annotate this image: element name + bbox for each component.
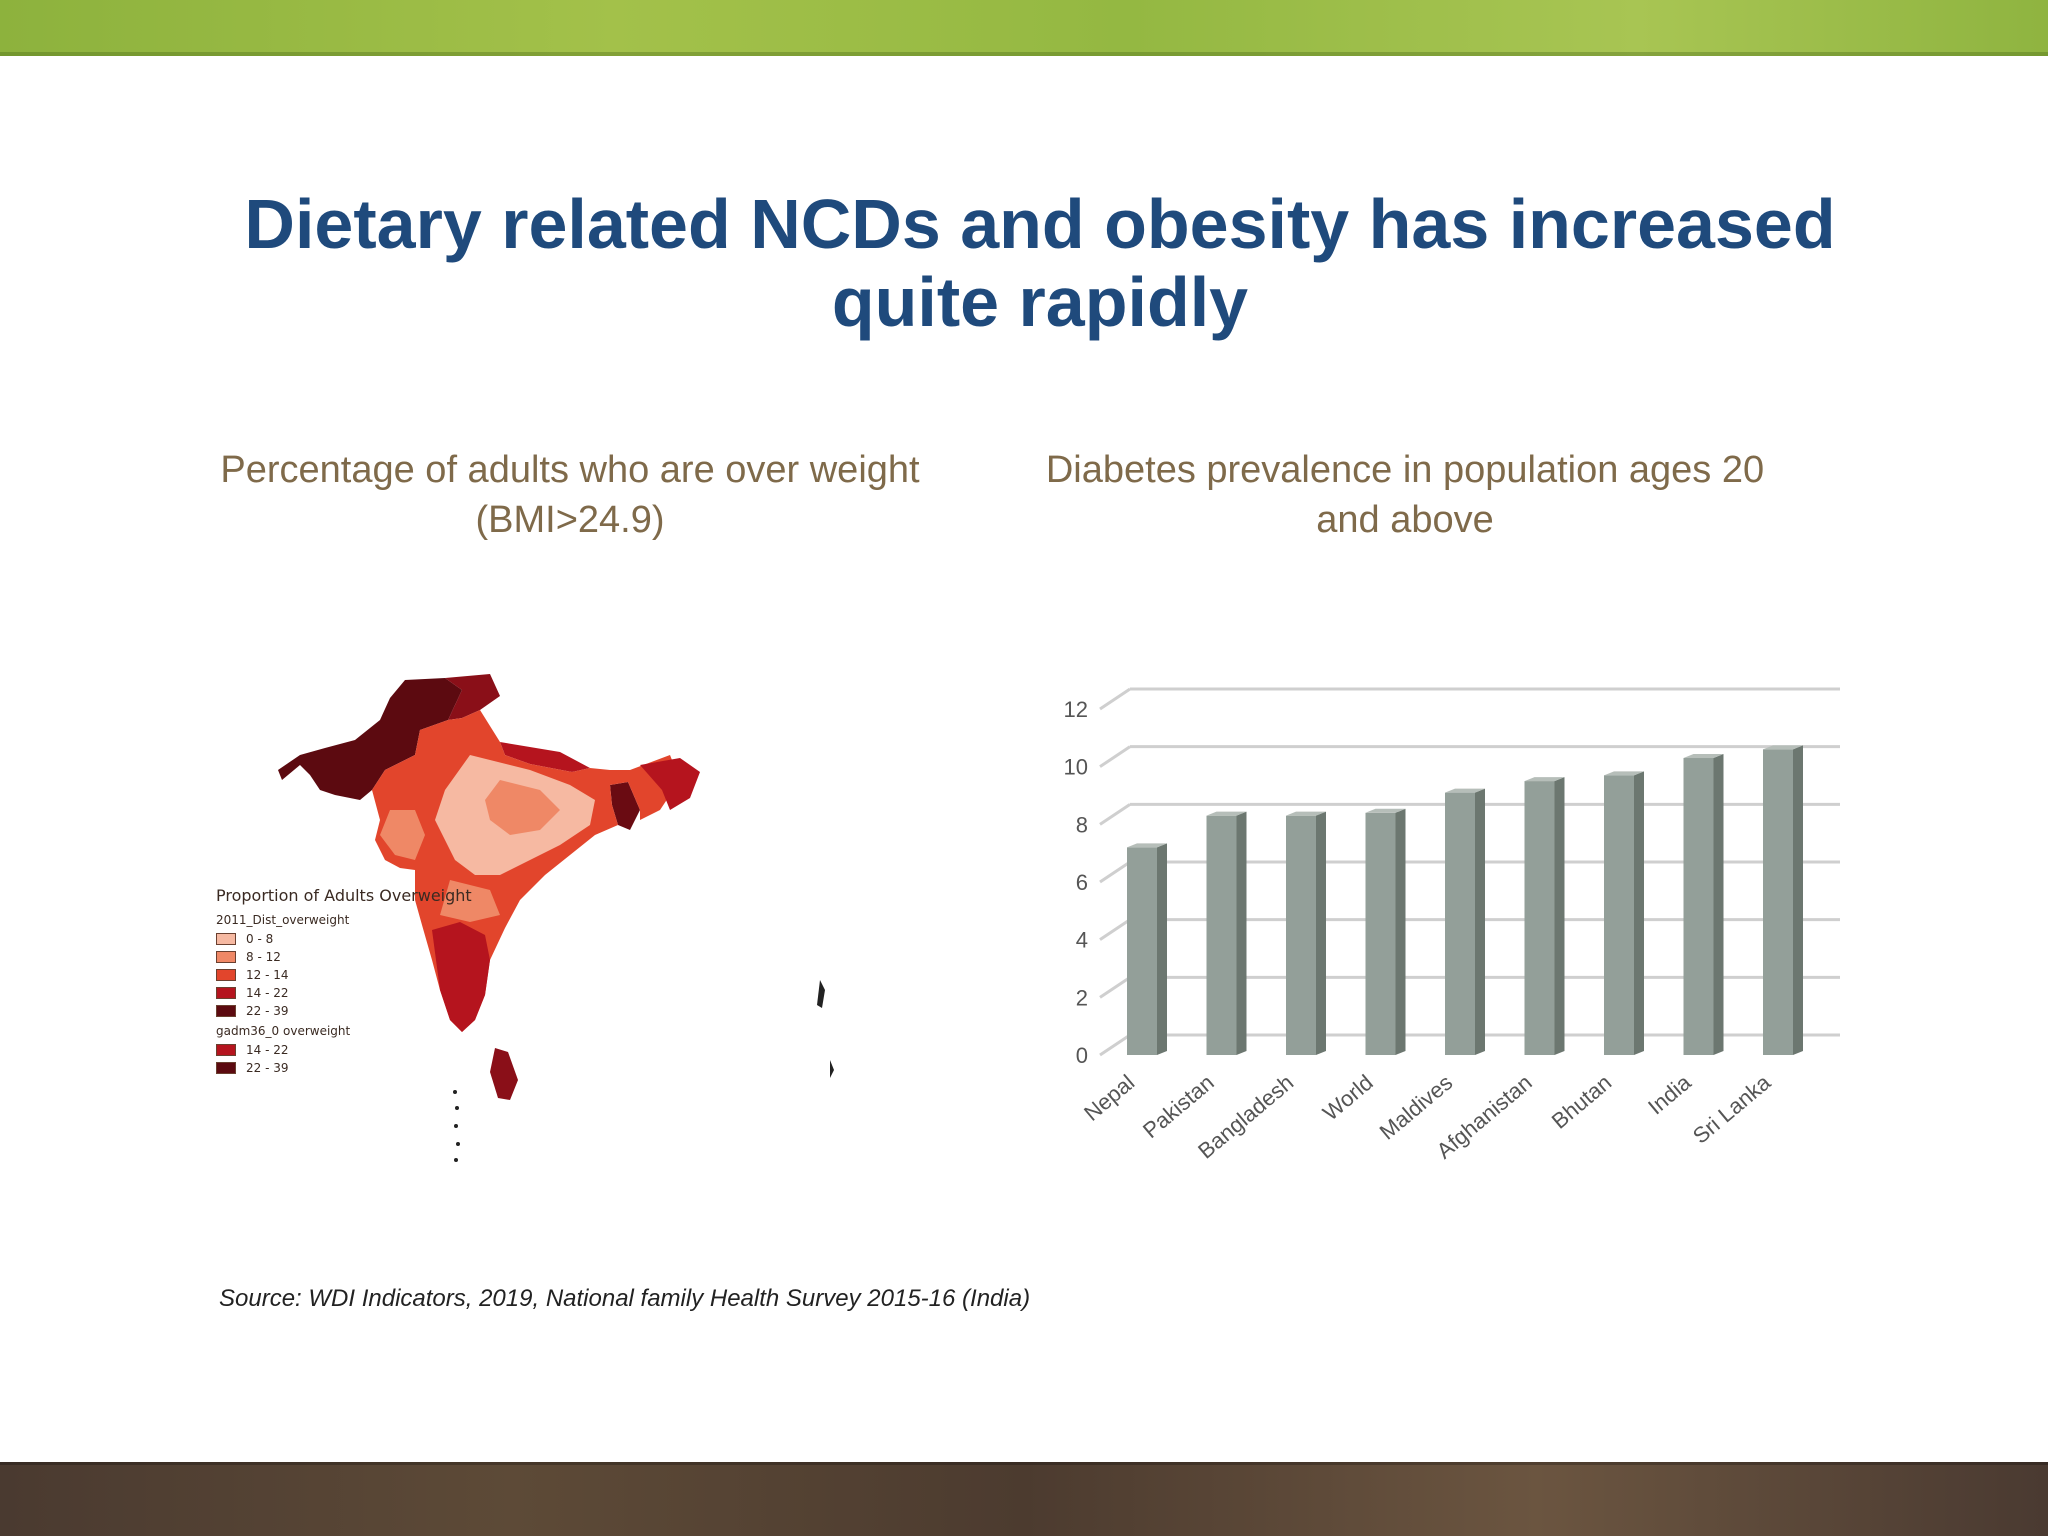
- bar-side: [1554, 777, 1565, 1055]
- bar: [1365, 812, 1396, 1055]
- source-note: Source: WDI Indicators, 2019, National f…: [219, 1285, 1031, 1312]
- legend-row: 22 - 39: [216, 1002, 472, 1020]
- legend-row: 0 - 8: [216, 930, 472, 948]
- y-tick-label: 2: [1076, 985, 1088, 1010]
- bar-top: [1604, 771, 1644, 776]
- bar-side: [1713, 754, 1724, 1055]
- gridline-diagonal: [1099, 860, 1131, 884]
- legend-swatch: [216, 1044, 236, 1056]
- legend-label: 14 - 22: [246, 986, 289, 1000]
- y-tick-label: 6: [1076, 870, 1088, 895]
- y-tick-label: 12: [1064, 697, 1088, 722]
- x-tick-label: World: [1318, 1070, 1378, 1126]
- legend-swatch: [216, 951, 236, 963]
- legend-swatch: [216, 987, 236, 999]
- legend-label: 22 - 39: [246, 1004, 289, 1018]
- bar: [1206, 815, 1237, 1055]
- map-legend: Proportion of Adults Overweight 2011_Dis…: [216, 886, 472, 1077]
- legend-label: 12 - 14: [246, 968, 289, 982]
- bar: [1763, 749, 1793, 1055]
- top-decorative-band: [0, 0, 2048, 56]
- slide-title: Dietary related NCDs and obesity has inc…: [244, 185, 1836, 341]
- legend-group1-title: 2011_Dist_overweight: [216, 913, 350, 927]
- y-tick-label: 4: [1076, 928, 1088, 953]
- bar-side: [1395, 808, 1406, 1055]
- bar-top: [1763, 745, 1803, 750]
- bar: [1524, 781, 1555, 1055]
- x-tick-label: India: [1643, 1069, 1696, 1119]
- gridline-diagonal: [1099, 745, 1131, 768]
- legend-label: 8 - 12: [246, 950, 281, 964]
- legend-label: 0 - 8: [246, 932, 274, 946]
- bar: [1445, 792, 1475, 1055]
- bottom-decorative-band: [0, 1462, 2048, 1536]
- bar-top: [1683, 754, 1724, 759]
- y-tick-label: 10: [1064, 755, 1088, 780]
- y-tick-label: 0: [1076, 1043, 1088, 1068]
- bar: [1604, 775, 1634, 1055]
- legend-title: Proportion of Adults Overweight: [216, 886, 472, 905]
- bar-top: [1127, 843, 1167, 848]
- bar: [1127, 847, 1157, 1055]
- bar-side: [1634, 771, 1644, 1055]
- bar-side: [1316, 811, 1326, 1055]
- legend-swatch: [216, 969, 236, 981]
- bar-top: [1524, 777, 1565, 782]
- legend-group1: 0 - 8 8 - 12 12 - 14 14 - 22 22 - 39: [216, 930, 472, 1020]
- x-tick-label: Sri Lanka: [1688, 1069, 1776, 1148]
- map-subtitle: Percentage of adults who are over weight…: [220, 449, 920, 541]
- legend-label: 14 - 22: [246, 1043, 289, 1057]
- x-tick-label: Bhutan: [1547, 1070, 1616, 1134]
- gridline-diagonal: [1099, 803, 1131, 826]
- bar-top: [1286, 811, 1326, 816]
- bar-side: [1236, 811, 1247, 1055]
- legend-row: 14 - 22: [216, 984, 472, 1002]
- legend-swatch: [216, 1005, 236, 1017]
- legend-label: 22 - 39: [246, 1061, 289, 1075]
- x-tick-label: Nepal: [1079, 1070, 1139, 1126]
- legend-group2: 14 - 22 22 - 39: [216, 1041, 472, 1077]
- overweight-map: Proportion of Adults Overweight 2011_Dis…: [200, 660, 920, 1200]
- bar-top: [1365, 808, 1406, 813]
- gridline-diagonal: [1099, 976, 1131, 999]
- legend-row: 8 - 12: [216, 948, 472, 966]
- bar-top: [1445, 788, 1485, 793]
- y-tick-label: 8: [1076, 812, 1088, 837]
- legend-row: 22 - 39: [216, 1059, 472, 1077]
- chart-subtitle: Diabetes prevalence in population ages 2…: [1045, 449, 1765, 541]
- bar-side: [1157, 843, 1167, 1055]
- gridline-diagonal: [1099, 918, 1131, 941]
- legend-swatch: [216, 1062, 236, 1074]
- south-asia-map-image: [278, 674, 834, 1162]
- legend-group2-title: gadm36_0 overweight: [216, 1024, 351, 1038]
- legend-swatch: [216, 933, 236, 945]
- bar-side: [1793, 745, 1803, 1055]
- gridline-diagonal: [1099, 687, 1131, 711]
- bar-side: [1475, 788, 1485, 1055]
- legend-row: 14 - 22: [216, 1041, 472, 1059]
- bar: [1286, 815, 1316, 1055]
- bar-top: [1206, 811, 1247, 816]
- legend-row: 12 - 14: [216, 966, 472, 984]
- gridline-diagonal: [1099, 1033, 1131, 1057]
- bar: [1683, 758, 1714, 1055]
